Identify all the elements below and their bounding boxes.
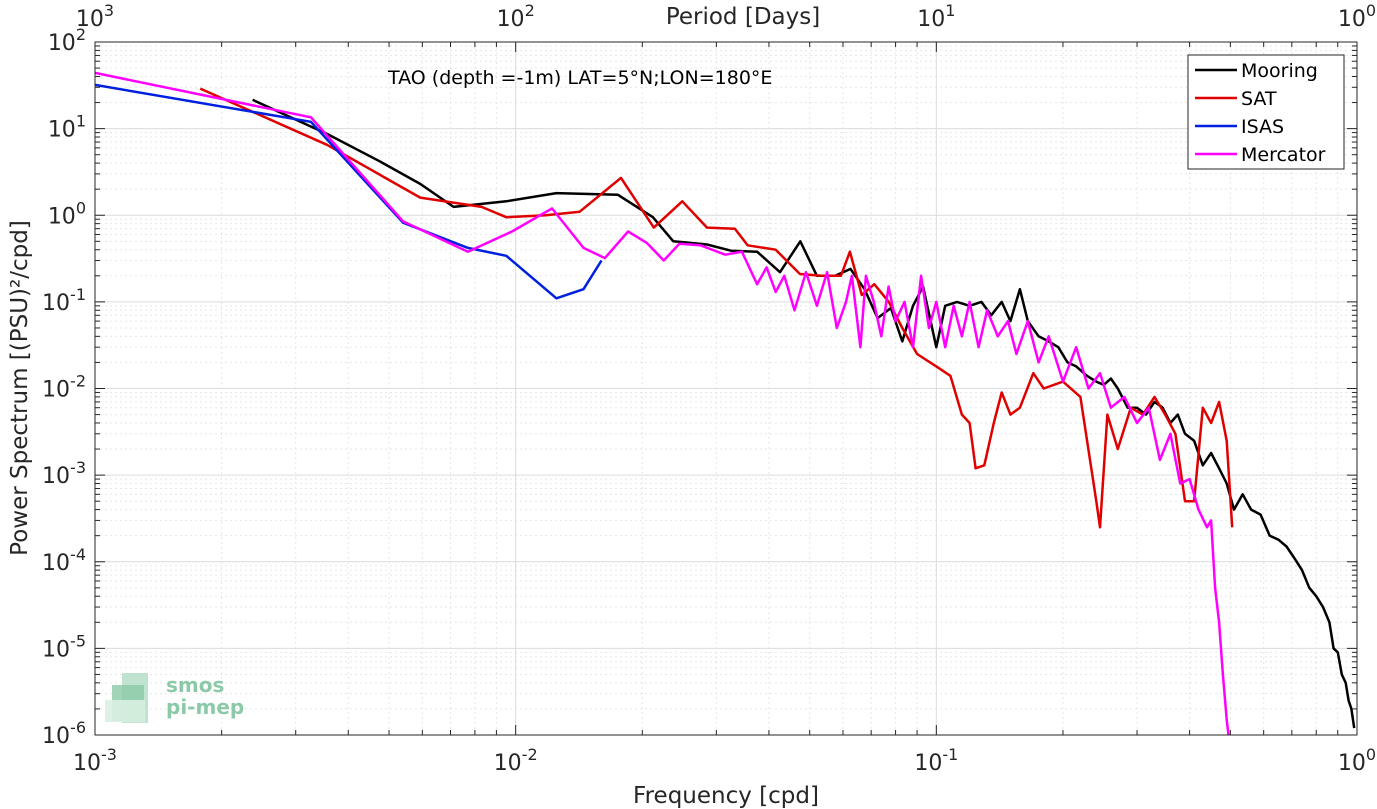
legend-box	[1187, 54, 1345, 170]
y-tick-label: 102	[48, 25, 86, 56]
y-tick-label: 10-3	[42, 458, 86, 489]
y-tick-label: 100	[48, 198, 86, 229]
y-axis-label: Power Spectrum [(PSU)²/cpd]	[7, 220, 33, 556]
legend: Mooring SAT ISAS Mercator	[1187, 54, 1345, 170]
logo-text-pimep: pi-mep	[166, 695, 244, 719]
x-axis-label: Frequency [cpd]	[633, 783, 819, 809]
x-tick-label: 10-2	[494, 745, 538, 776]
series-line-mercator	[95, 71, 1230, 735]
x-tick-label: 10-1	[914, 745, 958, 776]
series-line-mooring	[252, 98, 1356, 729]
legend-label-mooring: Mooring	[1241, 60, 1318, 82]
chart-title: TAO (depth =-1m) LAT=5°N;LON=180°E	[387, 67, 772, 89]
x-tick-label: 10-3	[73, 745, 117, 776]
x-tick-label: 100	[1338, 745, 1376, 776]
series-line-isas	[95, 83, 603, 300]
smos-logo: smos pi-mep	[105, 673, 244, 723]
x2-axis-label: Period [Days]	[666, 4, 820, 30]
x2-tick-label: 103	[76, 1, 114, 32]
y-tick-label: 10-5	[42, 631, 86, 662]
y-tick-label: 101	[48, 112, 86, 143]
x2-tick-label: 101	[917, 1, 955, 32]
y-tick-label: 10-6	[42, 718, 86, 749]
y-tick-label: 10-4	[42, 545, 86, 576]
logo-mark-light	[105, 700, 145, 722]
axis-ticks	[94, 41, 1358, 736]
x2-tick-label: 102	[497, 1, 535, 32]
series-line-sat	[199, 87, 1234, 529]
legend-label-isas: ISAS	[1241, 116, 1284, 138]
legend-label-sat: SAT	[1241, 88, 1277, 110]
y-tick-label: 10-1	[42, 285, 86, 316]
y-tick-label: 10-2	[42, 372, 86, 403]
x2-tick-label: 100	[1338, 1, 1376, 32]
logo-text-smos: smos	[166, 673, 224, 697]
legend-label-mercator: Mercator	[1241, 144, 1326, 166]
series-layer	[95, 71, 1356, 735]
